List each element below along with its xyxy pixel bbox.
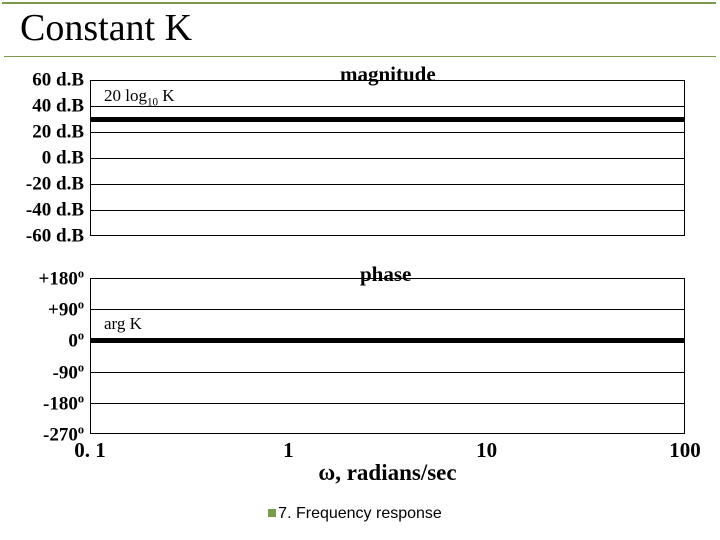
magnitude-ylabel: 60 d.B [32,71,84,90]
footer-text: 7. Frequency response [0,505,720,523]
magnitude-ylabel: 0 d.B [42,149,84,168]
title-underline [4,56,716,57]
slide-top-border [2,2,716,4]
magnitude-ylabel: -20 d.B [26,175,84,194]
magnitude-curve [90,117,685,122]
magnitude-ylabel: 20 d.B [32,123,84,142]
magnitude-ylabels: 60 d.B40 d.B20 d.B0 d.B-20 d.B-40 d.B-60… [18,76,84,240]
phase-gridline [90,309,685,310]
magnitude-ylabel: -40 d.B [26,201,84,220]
phase-gridline [90,372,685,373]
magnitude-ylabel: -60 d.B [26,227,84,246]
phase-ylabel: +180o [39,267,85,288]
phase-gridline [90,403,685,404]
phase-curve [90,338,685,343]
magnitude-ylabel: 40 d.B [32,97,84,116]
phase-chart: arg K [90,278,685,434]
magnitude-gridline [90,132,685,133]
xaxis-label: ω, radians/sec [90,460,685,486]
phase-ylabels: +180o+90o0o-90o-180o-270o [18,274,84,438]
phase-annotation: arg K [104,314,142,334]
magnitude-gridline [90,106,685,107]
phase-ylabel: +90o [48,299,84,320]
magnitude-gridline [90,184,685,185]
magnitude-chart: 20 log10 K [90,80,685,236]
phase-ylabel: 0o [68,330,84,351]
magnitude-gridline [90,158,685,159]
phase-frame [90,278,685,434]
phase-ylabel: -180o [43,392,84,413]
phase-ylabel: -90o [53,361,85,382]
page-title: Constant K [20,6,192,50]
magnitude-annotation: 20 log10 K [104,86,175,108]
magnitude-gridline [90,210,685,211]
